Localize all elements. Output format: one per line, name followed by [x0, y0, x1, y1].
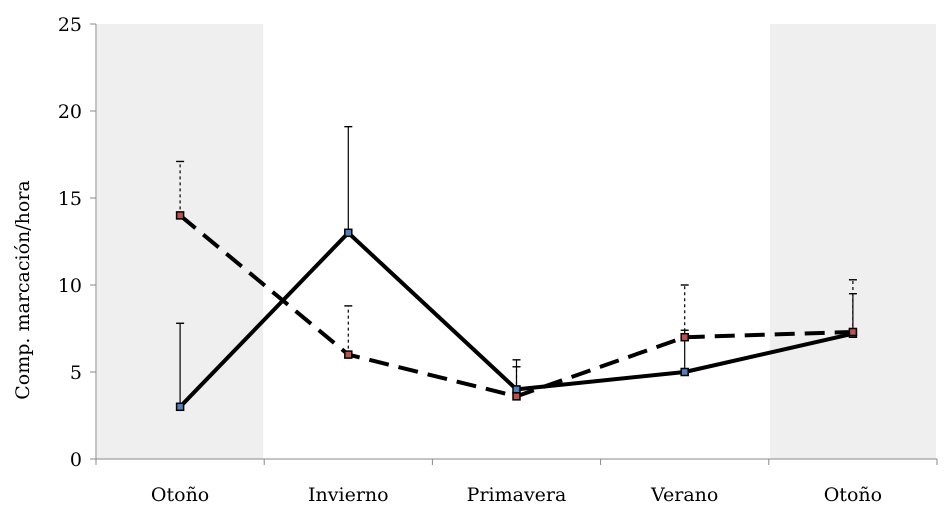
data-point-s1-4 — [848, 327, 858, 337]
data-point-s1-0 — [175, 211, 185, 220]
x-tick-label-3: Verano — [650, 484, 718, 506]
y-tick-label-25: 25 — [58, 14, 82, 36]
series-markers — [175, 211, 858, 412]
x-tick-label-4: Otoño — [824, 484, 882, 506]
shaded-regions — [97, 24, 936, 459]
y-axis-label: Comp. marcación/hora — [12, 180, 34, 400]
y-tick-label-15: 15 — [58, 188, 82, 210]
x-tick-label-1: Invierno — [308, 484, 389, 506]
y-tick-label-5: 5 — [70, 362, 82, 384]
data-point-s0-3 — [680, 367, 689, 377]
data-point-s0-0 — [175, 402, 185, 412]
y-tick-label-20: 20 — [58, 101, 82, 123]
y-tick-label-10: 10 — [58, 275, 82, 297]
data-point-s1-3 — [680, 332, 689, 342]
data-point-s0-2 — [512, 385, 521, 394]
data-point-s1-2 — [512, 392, 521, 401]
tick-labels: 0 5 10 15 20 25 Otoño Invierno Primavera Verano Ot… — [58, 14, 882, 506]
x-tick-label-2: Primavera — [467, 484, 567, 506]
data-point-s0-1 — [344, 228, 353, 238]
data-point-s1-1 — [344, 350, 353, 359]
axes — [90, 23, 938, 465]
error-bars — [176, 125, 857, 407]
shade-region-1 — [769, 24, 936, 459]
y-tick-label-0: 0 — [70, 449, 82, 471]
x-tick-label-0: Otoño — [151, 484, 209, 506]
